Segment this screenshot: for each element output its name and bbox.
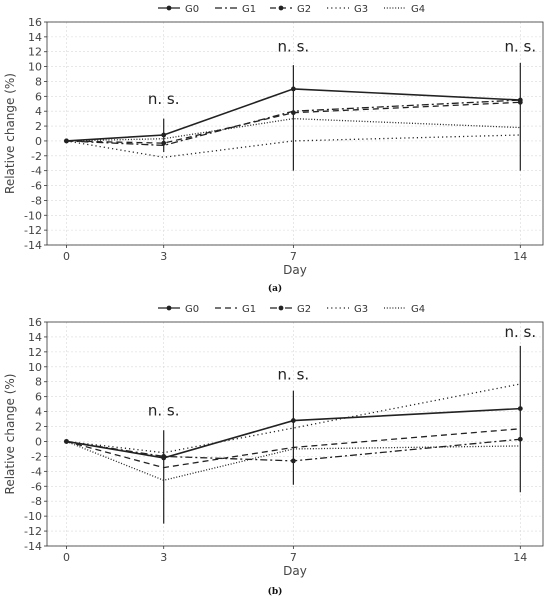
- legend-label-g3: G3: [354, 4, 368, 15]
- y-tick-label: -10: [24, 510, 42, 523]
- y-tick-label: 12: [28, 46, 42, 59]
- y-tick-label: -4: [31, 165, 42, 178]
- significance-label: n. s.: [504, 323, 536, 341]
- data-point-g2: [290, 110, 296, 116]
- x-tick-label: 0: [63, 551, 70, 564]
- y-tick-label: -14: [24, 540, 42, 553]
- y-tick-label: 12: [28, 346, 42, 359]
- y-tick-label: 14: [28, 31, 42, 44]
- significance-label: n. s.: [278, 38, 310, 56]
- legend-marker-g0: [166, 305, 172, 311]
- data-point-g2: [517, 436, 523, 442]
- series-line-g4: [66, 440, 521, 481]
- series-line-g2: [66, 101, 521, 144]
- y-tick-label: 10: [28, 361, 42, 374]
- significance-label: n. s.: [278, 365, 310, 383]
- y-tick-label: -8: [31, 495, 42, 508]
- y-tick-label: 4: [35, 105, 42, 118]
- series-line-g1: [66, 99, 521, 147]
- data-point-g2: [517, 99, 523, 105]
- y-axis-label: Relative change (%): [3, 374, 17, 495]
- y-tick-label: 14: [28, 331, 42, 344]
- y-tick-label: 6: [35, 90, 42, 103]
- legend-marker-g2: [278, 305, 284, 311]
- legend: G0 G1 G2 G3 G4: [158, 4, 425, 15]
- x-axis-label: Day: [283, 564, 307, 578]
- y-tick-label: 16: [28, 16, 42, 29]
- x-tick-label: 7: [290, 551, 297, 564]
- y-tick-label: -12: [24, 224, 42, 237]
- x-tick-label: 3: [160, 250, 167, 263]
- y-tick-label: -2: [31, 450, 42, 463]
- series-line-g3: [66, 134, 521, 158]
- x-tick-label: 14: [513, 250, 527, 263]
- x-axis-label: Day: [283, 263, 307, 277]
- series-line-g1: [66, 428, 521, 469]
- legend-label-g0: G0: [185, 4, 199, 15]
- legend-label-g3: G3: [354, 304, 368, 315]
- y-tick-label: 10: [28, 61, 42, 74]
- legend-label-g0: G0: [185, 304, 199, 315]
- y-tick-label: 16: [28, 316, 42, 329]
- data-point-g0: [517, 406, 523, 412]
- y-tick-label: -6: [31, 480, 42, 493]
- y-tick-label: 8: [35, 75, 42, 88]
- y-tick-label: -2: [31, 150, 42, 163]
- y-tick-label: -10: [24, 209, 42, 222]
- series-line-g0: [66, 407, 521, 459]
- y-tick-label: 0: [35, 435, 42, 448]
- caption-a: (a): [268, 283, 282, 294]
- series-line-g0: [66, 88, 521, 142]
- legend-label-g1: G1: [242, 4, 256, 15]
- y-tick-label: 4: [35, 406, 42, 419]
- legend-marker-g2: [278, 5, 284, 11]
- y-tick-label: 2: [35, 120, 42, 133]
- data-point-g2: [290, 458, 296, 464]
- legend-marker-g0: [166, 5, 172, 11]
- significance-label: n. s.: [148, 90, 180, 108]
- legend-label-g2: G2: [297, 4, 311, 15]
- plot-frame: [46, 21, 544, 246]
- x-tick-label: 3: [160, 551, 167, 564]
- significance-label: n. s.: [148, 401, 180, 419]
- chart-panel-a: 16 14 12 108 6 4 2 0 -2 -4 -6-8 -10 -12 -14 0 3 7 14 Day Re…: [3, 4, 544, 277]
- legend-label-g2: G2: [297, 304, 311, 315]
- y-tick-label: 8: [35, 376, 42, 389]
- y-tick-label: -6: [31, 180, 42, 193]
- data-point-g0: [290, 418, 296, 423]
- significance-label: n. s.: [504, 38, 536, 56]
- y-tick-label: 2: [35, 421, 42, 434]
- y-tick-label: -4: [31, 465, 42, 478]
- y-tick-label: -8: [31, 194, 42, 207]
- data-point-g2: [161, 454, 167, 459]
- series-line-g3: [66, 383, 521, 454]
- series-line-g2: [66, 438, 521, 462]
- legend-label-g1: G1: [242, 304, 256, 315]
- data-point-g0: [161, 132, 167, 138]
- data-point-g0: [290, 86, 296, 92]
- y-tick-label: 6: [35, 391, 42, 404]
- x-tick-label: 0: [63, 250, 70, 263]
- legend-label-g4: G4: [411, 304, 425, 315]
- x-tick-label: 14: [513, 551, 527, 564]
- legend-label-g4: G4: [411, 4, 425, 15]
- x-tick-label: 7: [290, 250, 297, 263]
- legend: G0 G1 G2 G3 G4: [158, 304, 425, 315]
- data-point-g2: [161, 140, 167, 146]
- y-tick-label: 0: [35, 135, 42, 148]
- y-tick-label: -14: [24, 239, 42, 252]
- y-tick-label: -12: [24, 525, 42, 538]
- plot-frame: [46, 321, 544, 547]
- y-axis-label: Relative change (%): [3, 73, 17, 194]
- series-line-g4: [66, 117, 521, 142]
- caption-b: (b): [268, 586, 283, 596]
